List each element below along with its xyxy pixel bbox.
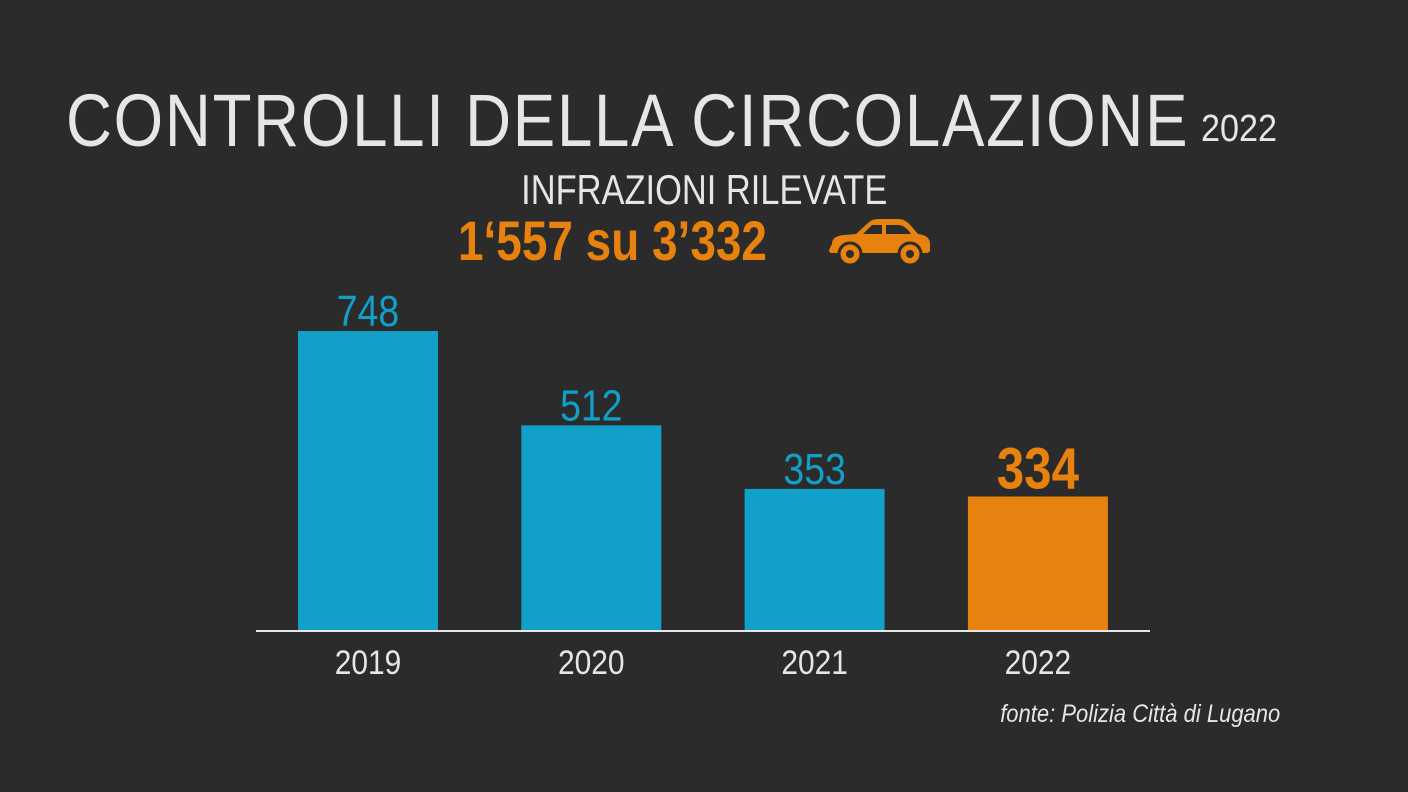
bar-2020 xyxy=(521,425,662,630)
value-label-2021: 353 xyxy=(783,444,845,494)
bar-2022 xyxy=(967,496,1108,630)
x-tick-label-2021: 2021 xyxy=(781,643,848,681)
x-tick-label-2022: 2022 xyxy=(1005,643,1072,681)
x-tick-label-2019: 2019 xyxy=(335,643,402,681)
car-icon xyxy=(829,219,930,266)
highlight-figure: 1‘557 su 3’332 xyxy=(458,208,767,272)
year-label: 2022 xyxy=(1201,108,1278,150)
subtitle-text: INFRAZIONI RILEVATE xyxy=(520,166,888,213)
source-note: fonte: Polizia Città di Lugano xyxy=(999,700,1280,728)
chart-subtitle: INFRAZIONI RILEVATE xyxy=(0,166,1408,214)
bar-2019 xyxy=(298,331,438,630)
x-tick-label-2020: 2020 xyxy=(558,643,625,681)
highlight-row: 1‘557 su 3’332 xyxy=(458,208,932,272)
value-label-2022: 334 xyxy=(997,437,1079,502)
value-label-2020: 512 xyxy=(560,380,622,430)
bar-2021 xyxy=(744,488,885,630)
car-window-front xyxy=(863,225,882,234)
chart-title: CONTROLLI DELLA CIRCOLAZIONE xyxy=(66,79,1190,162)
car-window-rear xyxy=(886,225,911,234)
value-label-2019: 748 xyxy=(337,286,399,336)
